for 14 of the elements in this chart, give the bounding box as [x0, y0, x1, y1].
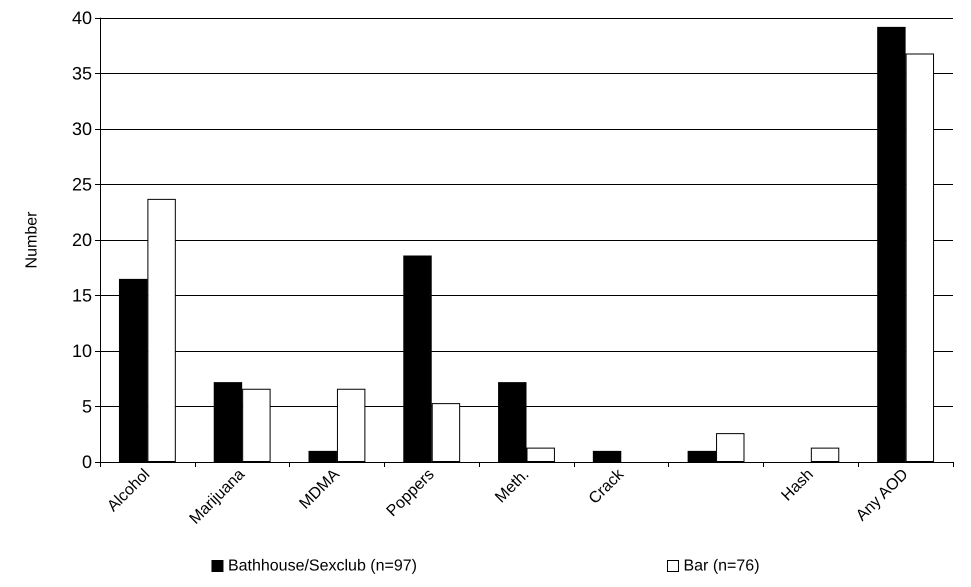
y-tick-label: 30	[72, 119, 92, 139]
legend-label: Bathhouse/Sexclub (n=97)	[228, 558, 417, 574]
y-tick-label: 10	[72, 341, 92, 361]
legend-label: Bar (n=76)	[683, 558, 760, 574]
y-tick-label: 25	[72, 174, 92, 194]
y-axis-title: Number	[24, 210, 40, 268]
y-tick-label: 40	[72, 8, 92, 28]
y-tick-label: 35	[72, 64, 92, 84]
y-tick-label: 5	[82, 396, 92, 416]
bar	[592, 450, 622, 462]
y-tick-label: 20	[72, 230, 92, 250]
y-tick-label: 0	[82, 452, 92, 472]
y-tick-label: 15	[72, 286, 92, 306]
bar	[810, 448, 840, 462]
